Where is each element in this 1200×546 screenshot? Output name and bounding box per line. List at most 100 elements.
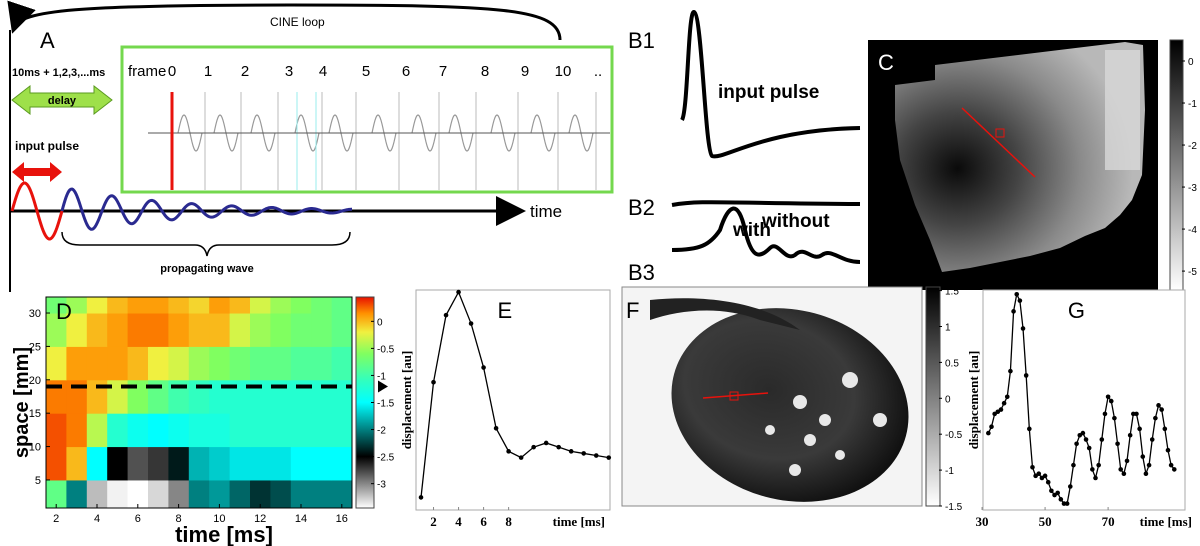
- b-label: B1: [628, 28, 655, 53]
- charts: 24681012141651015202530time [ms]space [m…: [11, 280, 1192, 546]
- point: [1087, 446, 1092, 451]
- frame-number: 0: [168, 63, 176, 80]
- heatmap-cell: [332, 313, 353, 347]
- frame-label: frame: [128, 63, 166, 80]
- point: [1172, 467, 1177, 472]
- colorbar-tick-label: 0: [377, 317, 383, 328]
- colorbar-tick-label: -1: [1188, 99, 1197, 110]
- heatmap-cell: [270, 313, 291, 347]
- heatmap-cell: [128, 447, 149, 481]
- point: [544, 441, 549, 446]
- point: [531, 445, 536, 450]
- point: [1059, 497, 1064, 502]
- point: [1043, 474, 1048, 479]
- heatmap-cell: [87, 480, 108, 514]
- point: [1128, 433, 1133, 438]
- panel-label: A: [40, 28, 55, 53]
- heatmap-cell: [87, 313, 108, 347]
- y-tick-label: 30: [29, 308, 41, 320]
- input-pulse-label: input pulse: [15, 139, 79, 153]
- y-tick-label: 5: [35, 475, 41, 487]
- frame-number: ..: [594, 63, 602, 80]
- heatmap-cell: [332, 413, 353, 447]
- colorbar-tick-label: -1.5: [945, 502, 963, 513]
- point: [1118, 467, 1123, 472]
- heatmap-cell: [270, 447, 291, 481]
- heatmap-cell: [168, 413, 189, 447]
- panel-label: D: [56, 299, 72, 324]
- c-label: C: [878, 50, 894, 75]
- c-bright: [1105, 50, 1140, 170]
- point: [444, 313, 449, 318]
- heatmap-cell: [332, 346, 353, 380]
- panel-b: B1 B2 B3 input pulse without with: [628, 12, 860, 285]
- colorbar-tick-label: -3: [1188, 183, 1197, 194]
- heatmap-cell: [168, 346, 189, 380]
- point: [556, 445, 561, 450]
- brace: [62, 232, 350, 256]
- heatmap-cell: [148, 447, 169, 481]
- point: [581, 451, 586, 456]
- panel-c: C 0-1-2-3-4-5: [868, 40, 1197, 290]
- heatmap-cell: [250, 346, 271, 380]
- point: [1008, 369, 1013, 374]
- x-tick-label: 30: [976, 514, 989, 529]
- frame-number: 10: [555, 63, 572, 80]
- point: [1150, 437, 1155, 442]
- heatmap-cell: [148, 413, 169, 447]
- colorbar-tick-label: 0.5: [945, 358, 959, 369]
- heatmap-cell: [46, 447, 67, 481]
- x-tick-label: 2: [430, 514, 437, 529]
- heatmap-cell: [250, 447, 271, 481]
- heatmap-cell: [148, 313, 169, 347]
- f-colorbar: [926, 287, 940, 506]
- point: [1002, 401, 1007, 406]
- point: [1055, 491, 1060, 496]
- loop-label: CINE loop: [270, 15, 325, 29]
- point: [1103, 412, 1108, 417]
- heatmap-cell: [311, 447, 332, 481]
- heatmap-cell: [270, 413, 291, 447]
- heatmap-cell: [311, 480, 332, 514]
- heatmap-cell: [107, 346, 128, 380]
- heatmap-cell: [189, 413, 210, 447]
- without-curve: [672, 202, 860, 205]
- heatmap-cell: [66, 447, 87, 481]
- point: [481, 365, 486, 370]
- point: [594, 453, 599, 458]
- point: [456, 290, 461, 295]
- colorbar-tick-label: -4: [1188, 225, 1197, 236]
- y-axis-label: space [mm]: [11, 347, 33, 458]
- heatmap-cell: [209, 447, 230, 481]
- point: [1163, 427, 1168, 432]
- heatmap-cell: [230, 447, 251, 481]
- frame-number: 4: [319, 63, 327, 80]
- frame-number: 9: [521, 63, 529, 80]
- heatmap-cell: [270, 480, 291, 514]
- colorbar-tick-label: 1.5: [945, 287, 959, 298]
- point: [1071, 463, 1076, 468]
- heatmap-cell: [46, 480, 67, 514]
- point: [569, 449, 574, 454]
- point: [1068, 484, 1073, 489]
- colorbar-tick-label: -2: [1188, 141, 1197, 152]
- time-label: time: [530, 202, 562, 221]
- point: [1046, 480, 1051, 485]
- panel-f: F 1.510.50-0.5-1-1.5: [622, 282, 963, 528]
- x-tick-label: 16: [336, 513, 348, 525]
- point: [1100, 437, 1105, 442]
- point: [1036, 471, 1041, 476]
- heatmap-cell: [148, 346, 169, 380]
- panel-label: G: [1068, 298, 1085, 323]
- heatmap-cell: [209, 313, 230, 347]
- heatmap-cell: [311, 313, 332, 347]
- point: [1144, 471, 1149, 476]
- heatmap-cell: [189, 346, 210, 380]
- frame-number: 1: [204, 63, 212, 80]
- x-tick-label: 6: [135, 513, 141, 525]
- frame-number: 5: [362, 63, 370, 80]
- heatmap: [46, 280, 353, 514]
- panel-label: E: [497, 298, 512, 323]
- heatmap-cell: [209, 480, 230, 514]
- heatmap-cell: [66, 413, 87, 447]
